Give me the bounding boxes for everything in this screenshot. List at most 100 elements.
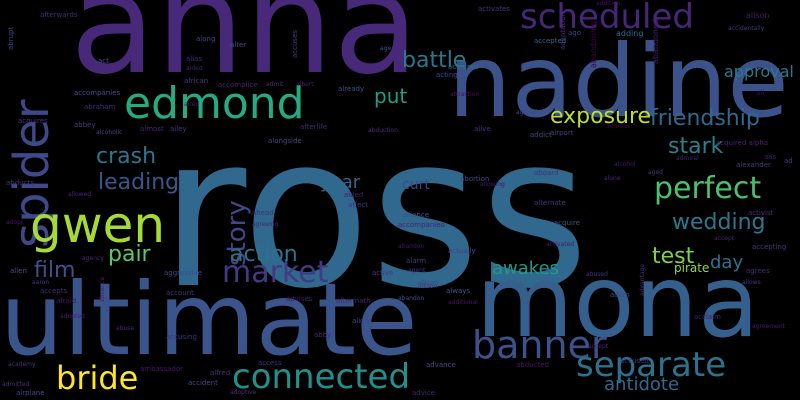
- word-bride: bride: [56, 359, 139, 397]
- word-banner: banner: [472, 323, 607, 367]
- word-admiral: admiral: [676, 155, 699, 162]
- word-alive: alive: [474, 125, 491, 133]
- word-mona: mona: [476, 243, 760, 360]
- word-addict: addict: [530, 131, 552, 139]
- word-action: action: [230, 242, 298, 267]
- word-allows: allows: [742, 279, 761, 286]
- word-accept: accept: [714, 235, 735, 242]
- word-alliance: alliance: [402, 211, 430, 219]
- word-abortion: abortion: [460, 175, 490, 183]
- word-agreeing: agreeing: [252, 221, 279, 228]
- word-acquired-alpha: acquired alpha: [716, 139, 769, 147]
- word-alien: alien: [10, 267, 27, 275]
- word-adopt: adopt: [6, 219, 24, 226]
- word-agency: agency: [82, 255, 104, 262]
- word-accepted: accepted: [534, 37, 567, 45]
- word-absence: absence: [99, 276, 106, 302]
- word-accuses: accuses: [291, 29, 299, 58]
- word-abrupt: abrupt: [7, 26, 15, 50]
- word-gwen: gwen: [30, 196, 166, 254]
- word-acclaim: acclaim: [694, 313, 721, 321]
- word-adam: adam: [610, 291, 630, 299]
- word-affect: affect: [348, 201, 369, 209]
- word-ali: ali: [756, 89, 765, 97]
- word-curt: curt: [402, 177, 430, 193]
- word-ad: ad: [784, 157, 793, 165]
- word-acquire: acquire: [554, 219, 580, 227]
- word-accomplice: accomplice: [218, 81, 258, 89]
- word-put: put: [374, 84, 408, 108]
- word-anna: anna: [70, 0, 420, 106]
- word-african: african: [184, 77, 209, 85]
- word-allowed: allowed: [68, 191, 92, 198]
- word-alter: alter: [230, 41, 247, 49]
- word-day: day: [710, 252, 744, 273]
- word-film: film: [34, 258, 76, 283]
- word-acquired: acquired: [448, 63, 479, 71]
- word-accused: accused: [620, 357, 649, 365]
- word-ultimate: ultimate: [0, 261, 418, 378]
- word-actually: actually: [448, 247, 476, 255]
- word-always: always: [446, 287, 471, 295]
- word-separate: separate: [576, 345, 727, 385]
- word-abandoned: abandoned: [651, 19, 660, 64]
- word-aggressive: aggressive: [164, 269, 202, 277]
- word-nadine: nadine: [448, 23, 789, 140]
- word-crash: crash: [96, 144, 157, 169]
- word-address: address: [606, 123, 630, 130]
- word-alcohol: alcohol: [614, 161, 636, 168]
- word-accept: accept: [588, 343, 609, 350]
- word-alternate: alternate: [534, 199, 566, 207]
- word-aas: aas: [764, 153, 777, 161]
- word-alfred: alfred: [210, 369, 231, 377]
- word-additional: additional: [448, 299, 478, 306]
- word-agreement: agreement: [752, 323, 785, 330]
- word-connected: connected: [232, 357, 411, 397]
- word-alison: alison: [418, 279, 439, 287]
- word-afraid: afraid: [56, 297, 77, 305]
- word-alias: alias: [186, 55, 203, 63]
- word-market: market: [222, 255, 329, 290]
- word-accepts: accepts: [40, 287, 68, 295]
- word-alarm: alarm: [406, 257, 427, 265]
- word-exposure: exposure: [550, 104, 652, 129]
- word-ambassador: ambassador: [140, 365, 184, 373]
- word-aided: aided: [186, 65, 203, 72]
- word-attraction: attraction: [450, 91, 480, 98]
- word-ross: ross: [160, 90, 590, 335]
- word-abby: abby: [314, 331, 332, 339]
- word-active: active: [372, 269, 394, 277]
- word-abducts: abducts: [6, 179, 34, 187]
- word-alison: alison: [746, 11, 770, 20]
- word-accident: accident: [188, 379, 218, 387]
- word-agent: agent: [408, 267, 426, 274]
- word-accompanied: accompanied: [398, 221, 445, 229]
- word-allowing: allowing: [480, 181, 505, 188]
- word-abduction: abduction: [368, 127, 398, 134]
- word-align: align: [352, 317, 370, 325]
- word-battle: battle: [402, 48, 467, 73]
- word-act: act: [98, 57, 109, 65]
- word-aftermath: aftermath: [336, 297, 371, 305]
- word-access: access: [258, 359, 282, 367]
- word-airport: airport: [550, 129, 574, 137]
- word-accepting: accepting: [752, 243, 787, 251]
- word-alcoholic: alcoholic: [96, 129, 123, 136]
- word-stark: stark: [668, 134, 724, 159]
- word-abandon: abandon: [398, 243, 425, 250]
- word-abbey: abbey: [74, 121, 96, 129]
- word-friendship: friendship: [650, 106, 760, 131]
- word-admitted: admitted: [2, 381, 30, 388]
- word-abused: abused: [586, 271, 608, 278]
- word-abandoning: abandoning: [589, 20, 598, 68]
- word-acting: acting: [436, 71, 458, 79]
- word-activated: activated: [546, 241, 575, 248]
- word-ago: ago: [568, 29, 582, 37]
- word-advance: advance: [426, 361, 456, 369]
- word-advice: advice: [412, 389, 435, 397]
- word-wedding: wedding: [672, 210, 766, 235]
- word-adopted: adopted: [60, 313, 85, 320]
- word-acquires: acquires: [18, 117, 48, 125]
- word-aboard: aboard: [534, 169, 559, 177]
- word-academy: academy: [8, 361, 36, 368]
